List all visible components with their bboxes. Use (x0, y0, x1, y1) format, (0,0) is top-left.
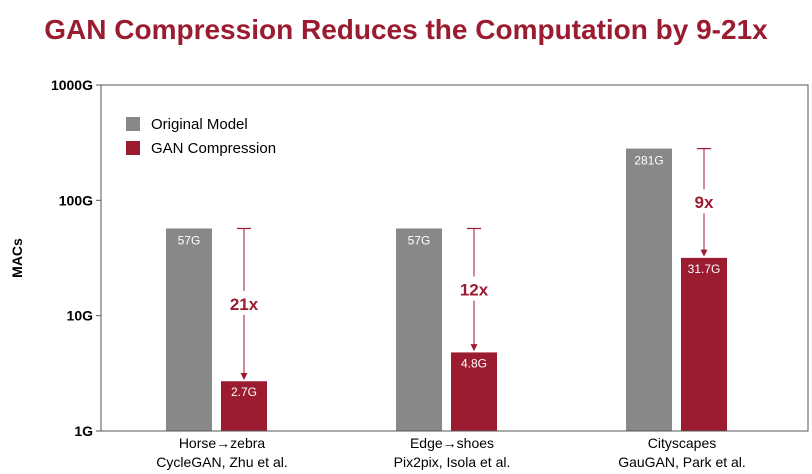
bar-value-label: 4.8G (461, 356, 487, 370)
bar-gan-compression (451, 352, 497, 431)
bar-gan-compression (681, 257, 727, 431)
bar-value-label: 2.7G (231, 385, 257, 399)
bar-value-label: 57G (178, 233, 201, 247)
x-category-sublabel: CycleGAN, Zhu et al. (156, 454, 288, 470)
legend-swatch-original (126, 117, 140, 131)
reduction-ratio-label: 9x (695, 193, 714, 212)
legend-label: GAN Compression (151, 140, 276, 157)
y-tick-label: 1G (74, 423, 93, 439)
reduction-ratio-label: 21x (230, 295, 259, 314)
y-tick-label: 1000G (51, 77, 93, 93)
bar-value-label: 281G (634, 154, 663, 168)
reduction-ratio-label: 12x (460, 280, 489, 299)
x-category-label: Cityscapes (648, 435, 716, 451)
x-category-sublabel: GauGAN, Park et al. (618, 454, 746, 470)
bar-original-model (626, 148, 672, 432)
page-title: GAN Compression Reduces the Computation … (44, 14, 768, 45)
y-tick-label: 100G (59, 192, 93, 208)
legend-swatch-compression (126, 141, 140, 155)
x-category-label: Edge→shoes (410, 435, 494, 451)
x-category-label: Horse→zebra (179, 435, 266, 451)
plot-frame (100, 84, 809, 432)
bar-value-label: 57G (408, 233, 431, 247)
bar-original-model (396, 228, 442, 431)
legend-label: Original Model (151, 116, 248, 133)
x-category-sublabel: Pix2pix, Isola et al. (394, 454, 511, 470)
bar-original-model (166, 228, 212, 431)
bar-gan-compression (221, 381, 267, 431)
bar-value-label: 31.7G (688, 262, 721, 276)
y-tick-label: 10G (67, 308, 94, 324)
y-axis-label: MACs (9, 238, 25, 278)
